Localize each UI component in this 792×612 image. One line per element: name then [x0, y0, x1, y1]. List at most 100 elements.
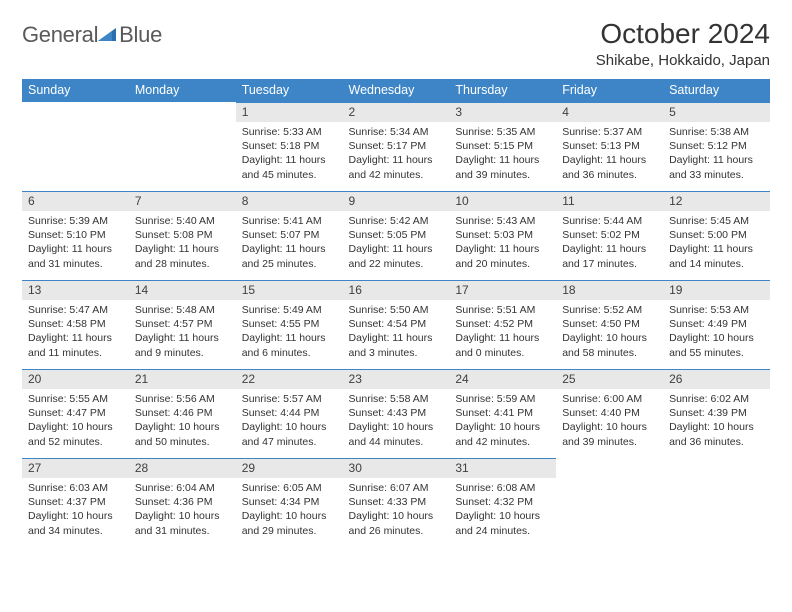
calendar-cell: 13Sunrise: 5:47 AMSunset: 4:58 PMDayligh… — [22, 280, 129, 369]
daylight-text: Daylight: 10 hours and 24 minutes. — [455, 509, 550, 537]
calendar-cell: 29Sunrise: 6:05 AMSunset: 4:34 PMDayligh… — [236, 458, 343, 547]
sunrise-text: Sunrise: 5:44 AM — [562, 214, 657, 228]
sunset-text: Sunset: 5:08 PM — [135, 228, 230, 242]
calendar-cell: 4Sunrise: 5:37 AMSunset: 5:13 PMDaylight… — [556, 102, 663, 191]
header-saturday: Saturday — [663, 79, 770, 102]
day-details: Sunrise: 5:58 AMSunset: 4:43 PMDaylight:… — [343, 389, 450, 451]
day-number: 1 — [236, 102, 343, 122]
calendar-cell: 11Sunrise: 5:44 AMSunset: 5:02 PMDayligh… — [556, 191, 663, 280]
month-title: October 2024 — [596, 18, 770, 50]
sunrise-text: Sunrise: 5:49 AM — [242, 303, 337, 317]
day-number: 4 — [556, 102, 663, 122]
daylight-text: Daylight: 11 hours and 14 minutes. — [669, 242, 764, 270]
day-number: 24 — [449, 369, 556, 389]
sunset-text: Sunset: 4:50 PM — [562, 317, 657, 331]
daylight-text: Daylight: 11 hours and 31 minutes. — [28, 242, 123, 270]
day-number: 23 — [343, 369, 450, 389]
day-details: Sunrise: 5:57 AMSunset: 4:44 PMDaylight:… — [236, 389, 343, 451]
sunset-text: Sunset: 5:00 PM — [669, 228, 764, 242]
day-number: 13 — [22, 280, 129, 300]
calendar-cell: 12Sunrise: 5:45 AMSunset: 5:00 PMDayligh… — [663, 191, 770, 280]
day-details: Sunrise: 5:52 AMSunset: 4:50 PMDaylight:… — [556, 300, 663, 362]
calendar-cell: 27Sunrise: 6:03 AMSunset: 4:37 PMDayligh… — [22, 458, 129, 547]
sunrise-text: Sunrise: 5:57 AM — [242, 392, 337, 406]
sunset-text: Sunset: 5:15 PM — [455, 139, 550, 153]
daylight-text: Daylight: 10 hours and 44 minutes. — [349, 420, 444, 448]
day-details: Sunrise: 5:35 AMSunset: 5:15 PMDaylight:… — [449, 122, 556, 184]
sunset-text: Sunset: 5:03 PM — [455, 228, 550, 242]
day-details: Sunrise: 6:03 AMSunset: 4:37 PMDaylight:… — [22, 478, 129, 540]
sunset-text: Sunset: 4:39 PM — [669, 406, 764, 420]
day-number: 21 — [129, 369, 236, 389]
calendar-cell — [129, 102, 236, 191]
sunrise-text: Sunrise: 5:38 AM — [669, 125, 764, 139]
day-details: Sunrise: 5:53 AMSunset: 4:49 PMDaylight:… — [663, 300, 770, 362]
sunrise-text: Sunrise: 6:07 AM — [349, 481, 444, 495]
daylight-text: Daylight: 10 hours and 52 minutes. — [28, 420, 123, 448]
header-friday: Friday — [556, 79, 663, 102]
sunrise-text: Sunrise: 5:58 AM — [349, 392, 444, 406]
daylight-text: Daylight: 11 hours and 17 minutes. — [562, 242, 657, 270]
sunset-text: Sunset: 5:12 PM — [669, 139, 764, 153]
calendar-cell: 21Sunrise: 5:56 AMSunset: 4:46 PMDayligh… — [129, 369, 236, 458]
day-number: 2 — [343, 102, 450, 122]
sunrise-text: Sunrise: 5:56 AM — [135, 392, 230, 406]
calendar-cell — [22, 102, 129, 191]
sunset-text: Sunset: 4:49 PM — [669, 317, 764, 331]
daylight-text: Daylight: 10 hours and 47 minutes. — [242, 420, 337, 448]
calendar-cell: 9Sunrise: 5:42 AMSunset: 5:05 PMDaylight… — [343, 191, 450, 280]
calendar-cell: 2Sunrise: 5:34 AMSunset: 5:17 PMDaylight… — [343, 102, 450, 191]
sunrise-text: Sunrise: 5:47 AM — [28, 303, 123, 317]
day-details: Sunrise: 5:38 AMSunset: 5:12 PMDaylight:… — [663, 122, 770, 184]
sunrise-text: Sunrise: 5:37 AM — [562, 125, 657, 139]
daylight-text: Daylight: 10 hours and 50 minutes. — [135, 420, 230, 448]
sunrise-text: Sunrise: 6:05 AM — [242, 481, 337, 495]
calendar-body: 1Sunrise: 5:33 AMSunset: 5:18 PMDaylight… — [22, 102, 770, 547]
calendar-cell: 19Sunrise: 5:53 AMSunset: 4:49 PMDayligh… — [663, 280, 770, 369]
day-number: 28 — [129, 458, 236, 478]
sunset-text: Sunset: 4:34 PM — [242, 495, 337, 509]
sunset-text: Sunset: 5:07 PM — [242, 228, 337, 242]
daylight-text: Daylight: 11 hours and 39 minutes. — [455, 153, 550, 181]
day-details: Sunrise: 6:07 AMSunset: 4:33 PMDaylight:… — [343, 478, 450, 540]
day-number: 30 — [343, 458, 450, 478]
sunrise-text: Sunrise: 5:35 AM — [455, 125, 550, 139]
calendar-row: 27Sunrise: 6:03 AMSunset: 4:37 PMDayligh… — [22, 458, 770, 547]
sunset-text: Sunset: 5:13 PM — [562, 139, 657, 153]
daylight-text: Daylight: 11 hours and 28 minutes. — [135, 242, 230, 270]
daylight-text: Daylight: 10 hours and 42 minutes. — [455, 420, 550, 448]
calendar-cell: 8Sunrise: 5:41 AMSunset: 5:07 PMDaylight… — [236, 191, 343, 280]
calendar-cell: 1Sunrise: 5:33 AMSunset: 5:18 PMDaylight… — [236, 102, 343, 191]
calendar-cell: 5Sunrise: 5:38 AMSunset: 5:12 PMDaylight… — [663, 102, 770, 191]
day-number: 22 — [236, 369, 343, 389]
calendar-cell: 6Sunrise: 5:39 AMSunset: 5:10 PMDaylight… — [22, 191, 129, 280]
daylight-text: Daylight: 11 hours and 42 minutes. — [349, 153, 444, 181]
sunset-text: Sunset: 4:33 PM — [349, 495, 444, 509]
sunrise-text: Sunrise: 6:02 AM — [669, 392, 764, 406]
daylight-text: Daylight: 10 hours and 29 minutes. — [242, 509, 337, 537]
calendar-cell: 30Sunrise: 6:07 AMSunset: 4:33 PMDayligh… — [343, 458, 450, 547]
day-number: 31 — [449, 458, 556, 478]
day-number: 8 — [236, 191, 343, 211]
daylight-text: Daylight: 11 hours and 22 minutes. — [349, 242, 444, 270]
day-details: Sunrise: 6:00 AMSunset: 4:40 PMDaylight:… — [556, 389, 663, 451]
calendar-cell: 18Sunrise: 5:52 AMSunset: 4:50 PMDayligh… — [556, 280, 663, 369]
day-details: Sunrise: 5:56 AMSunset: 4:46 PMDaylight:… — [129, 389, 236, 451]
sunset-text: Sunset: 4:41 PM — [455, 406, 550, 420]
sunrise-text: Sunrise: 5:41 AM — [242, 214, 337, 228]
sunrise-text: Sunrise: 5:39 AM — [28, 214, 123, 228]
sunrise-text: Sunrise: 6:00 AM — [562, 392, 657, 406]
sunrise-text: Sunrise: 5:53 AM — [669, 303, 764, 317]
calendar-table: Sunday Monday Tuesday Wednesday Thursday… — [22, 79, 770, 547]
header-row: Sunday Monday Tuesday Wednesday Thursday… — [22, 79, 770, 102]
calendar-cell: 15Sunrise: 5:49 AMSunset: 4:55 PMDayligh… — [236, 280, 343, 369]
sunrise-text: Sunrise: 5:34 AM — [349, 125, 444, 139]
day-details: Sunrise: 6:02 AMSunset: 4:39 PMDaylight:… — [663, 389, 770, 451]
header-thursday: Thursday — [449, 79, 556, 102]
day-number: 27 — [22, 458, 129, 478]
sunset-text: Sunset: 4:46 PM — [135, 406, 230, 420]
sunset-text: Sunset: 4:54 PM — [349, 317, 444, 331]
sunset-text: Sunset: 5:05 PM — [349, 228, 444, 242]
calendar-cell: 14Sunrise: 5:48 AMSunset: 4:57 PMDayligh… — [129, 280, 236, 369]
day-number: 9 — [343, 191, 450, 211]
